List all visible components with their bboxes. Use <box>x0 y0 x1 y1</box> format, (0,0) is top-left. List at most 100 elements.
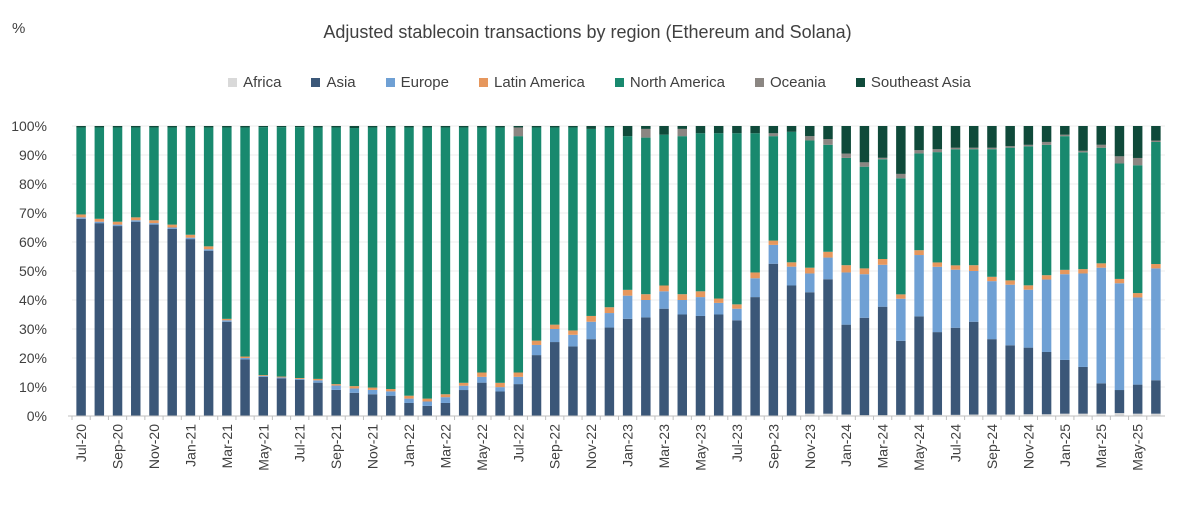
legend-label: North America <box>629 74 725 91</box>
bar-segment <box>750 278 760 298</box>
bar-segment <box>276 377 287 379</box>
bar-segment <box>1041 414 1052 416</box>
bar-segment <box>1023 347 1034 415</box>
bar-segment <box>1151 264 1161 269</box>
x-tick-label: Mar-23 <box>656 424 672 469</box>
bar-segment <box>932 414 943 416</box>
bar-segment <box>495 382 505 388</box>
bar-segment <box>896 298 906 341</box>
bar-segment <box>1060 413 1070 416</box>
y-tick-label: 10% <box>19 379 47 395</box>
bar-segment <box>786 131 797 263</box>
bar-segment <box>987 414 997 416</box>
bar-segment <box>349 128 360 387</box>
bar-segment <box>859 274 870 318</box>
bar-segment <box>458 127 469 383</box>
x-tick-labels: Jul-20 Sep-20 Nov-20 Jan-21 Mar-21 May-21 Jul-… <box>73 424 1146 471</box>
bar-segment <box>987 281 997 340</box>
bar-segment <box>185 234 196 238</box>
bar-segment <box>1151 126 1161 141</box>
bar-segment <box>404 127 414 396</box>
bar-segment <box>877 126 888 158</box>
bar-segment <box>349 392 360 416</box>
bar-segment <box>94 223 105 416</box>
bar-segment <box>76 217 86 219</box>
bar-segment <box>1041 351 1052 415</box>
bar-segment <box>750 297 760 416</box>
bar-segment <box>1078 269 1088 274</box>
bar-segment <box>531 344 542 356</box>
bar-segment <box>823 257 833 280</box>
bar-segment <box>1023 289 1034 348</box>
bar-segment <box>1023 146 1034 286</box>
bar-segment <box>896 173 906 179</box>
bar-segment <box>349 126 360 129</box>
x-tick-label: Nov-21 <box>365 424 381 469</box>
bar-segment <box>568 330 578 335</box>
chart-legend: Africa Asia Europe Latin America North Ameri… <box>0 74 1199 91</box>
bar-segment <box>349 386 360 389</box>
bar-segment <box>786 285 797 416</box>
legend-swatch <box>614 78 624 87</box>
bar-segment <box>823 279 833 414</box>
x-tick-label: May-21 <box>255 424 271 471</box>
bar-segment <box>513 376 524 385</box>
bar-segment <box>149 223 159 225</box>
bar-segment <box>732 308 742 321</box>
y-tick-label: 90% <box>19 147 47 163</box>
bar-segment <box>1078 413 1088 416</box>
bar-segment <box>1132 126 1143 158</box>
bar-segment <box>805 136 815 141</box>
bar-segment <box>258 127 269 376</box>
bar-segment <box>586 321 596 340</box>
bar-segment <box>477 126 487 128</box>
bar-segment <box>149 127 159 221</box>
bar-segment <box>203 126 214 128</box>
bar-segment <box>732 320 742 416</box>
x-tick-label: Sep-22 <box>547 424 563 469</box>
bar-segment <box>950 149 961 266</box>
bar-segment <box>823 126 833 140</box>
bar-segment <box>222 127 232 319</box>
legend-swatch <box>311 78 321 87</box>
bar-segment <box>586 315 596 322</box>
bar-segment <box>440 126 451 128</box>
bar-segment <box>932 332 943 415</box>
bar-segment <box>422 401 432 406</box>
bar-segment <box>950 147 961 150</box>
bar-segment <box>112 226 123 416</box>
bar-segment <box>622 318 633 416</box>
bar-segment <box>914 250 924 256</box>
bar-segment <box>531 340 542 345</box>
bar-segment <box>659 285 669 292</box>
bar-segment <box>1132 413 1143 416</box>
bar-segment <box>932 149 943 153</box>
bar-segment <box>622 136 633 290</box>
bar-segment <box>1023 144 1034 147</box>
bar-segment <box>1096 147 1106 264</box>
bar-segment <box>877 157 888 160</box>
bar-segment <box>294 378 305 380</box>
bar-segment <box>732 133 742 305</box>
bar-segment <box>677 126 687 129</box>
x-tick-label: Sep-21 <box>328 424 344 469</box>
bar-segment <box>677 314 687 416</box>
bar-segment <box>240 127 250 357</box>
bar-segment <box>1114 163 1125 279</box>
bar-segment <box>1041 275 1052 280</box>
bar-segment <box>732 304 742 309</box>
bar-segment <box>786 126 797 132</box>
bar-segment <box>768 136 779 241</box>
bar-segment <box>1005 126 1015 147</box>
bar-segment <box>677 136 687 295</box>
legend-item-africa: Africa <box>228 74 281 91</box>
x-tick-label: Sep-20 <box>110 424 126 469</box>
bar-segment <box>987 276 997 282</box>
bar-segment <box>1005 280 1015 285</box>
bar-segment <box>458 382 469 386</box>
legend-item-north-america: North America <box>614 74 725 91</box>
bar-segment <box>422 126 432 128</box>
bar-segment <box>1151 413 1161 416</box>
bar-segment <box>495 127 505 383</box>
bar-segment <box>112 224 123 227</box>
